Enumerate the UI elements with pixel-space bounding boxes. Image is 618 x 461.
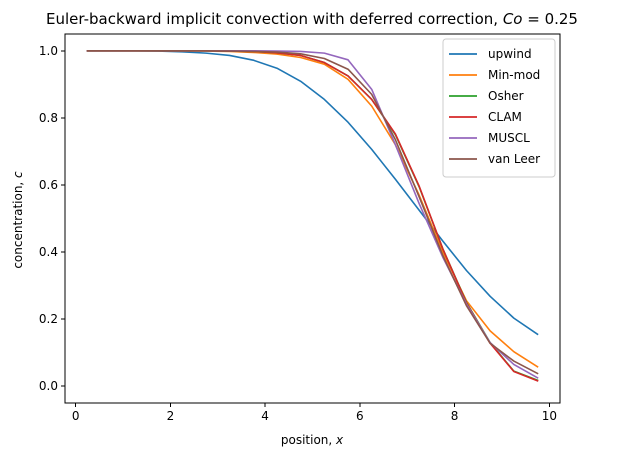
legend-item-van-leer: van Leer	[449, 152, 540, 166]
legend-item-muscl: MUSCL	[449, 131, 530, 145]
legend-label: van Leer	[488, 152, 540, 166]
axes-frame	[64, 33, 561, 404]
series-van-leer	[86, 49, 539, 375]
y-tick-label: 0.6	[39, 178, 58, 192]
series-layer	[86, 49, 539, 382]
chart-title-suffix: = 0.25	[522, 10, 578, 28]
legend-item-upwind: upwind	[449, 47, 532, 61]
x-tick-label: 2	[167, 409, 175, 423]
x-tick-label: 4	[261, 409, 269, 423]
legend: upwind Min-mod Osher CLAM MUSCL van Leer	[442, 38, 556, 178]
x-axis-label: position, x	[281, 433, 344, 447]
x-tick-label: 10	[542, 409, 557, 423]
y-axis-ticks: 0.0 0.2 0.4 0.6 0.8 1.0	[39, 44, 65, 393]
x-tick-label: 0	[72, 409, 80, 423]
y-tick-label: 0.0	[39, 379, 58, 393]
series-line-van-leer	[86, 49, 539, 375]
chart-title: Euler-backward implicit convection with …	[46, 10, 578, 28]
legend-label: Osher	[488, 89, 524, 103]
x-axis-ticks: 0 2 4 6 8 10	[72, 403, 557, 423]
x-axis-label-prefix: position,	[281, 433, 336, 447]
y-tick-label: 0.2	[39, 312, 58, 326]
legend-item-min-mod: Min-mod	[449, 68, 540, 82]
y-axis-label-italic: c	[11, 171, 25, 178]
x-axis-label-italic: x	[335, 433, 344, 447]
y-axis-label: concentration, c	[11, 171, 25, 269]
chart-title-italic: Co	[503, 10, 523, 28]
legend-item-clam: CLAM	[449, 110, 522, 124]
y-axis-label-prefix: concentration,	[11, 178, 25, 269]
legend-box	[442, 38, 556, 178]
legend-label: upwind	[488, 47, 532, 61]
legend-label: Min-mod	[488, 68, 540, 82]
axes	[64, 33, 561, 404]
y-tick-label: 0.4	[39, 245, 58, 259]
legend-item-osher: Osher	[449, 89, 524, 103]
legend-label: MUSCL	[488, 131, 530, 145]
legend-label: CLAM	[488, 110, 522, 124]
y-tick-label: 0.8	[39, 111, 58, 125]
y-tick-label: 1.0	[39, 44, 58, 58]
chart-title-prefix: Euler-backward implicit convection with …	[46, 10, 503, 28]
x-tick-label: 8	[451, 409, 459, 423]
x-tick-label: 6	[356, 409, 364, 423]
